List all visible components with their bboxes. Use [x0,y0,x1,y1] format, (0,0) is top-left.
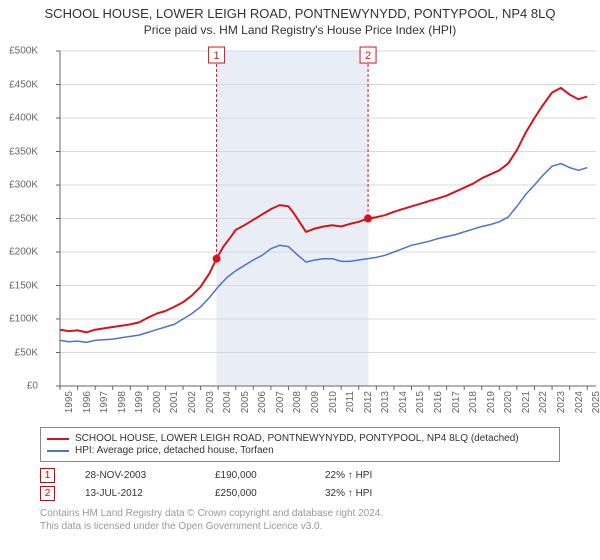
x-axis-label: 2003 [205,391,216,413]
y-axis-label: £250K [9,213,38,224]
x-axis-label: 2016 [433,391,444,413]
transaction-delta: 22% ↑ HPI [325,470,425,481]
x-axis-label: 2010 [328,391,339,413]
legend-swatch [47,438,69,440]
transaction-marker: 1 [40,468,55,483]
transaction-price: £190,000 [215,470,295,481]
y-axis-label: £0 [27,381,38,392]
transaction-date: 13-JUL-2012 [85,488,185,499]
transaction-row: 2 13-JUL-2012 £250,000 32% ↑ HPI [40,486,560,501]
x-axis-label: 2008 [292,391,303,413]
y-axis-label: £500K [9,46,38,57]
x-axis-label: 2021 [521,391,532,413]
x-axis-label: 1998 [117,391,128,413]
x-axis-label: 2024 [574,391,585,413]
x-axis-label: 2019 [486,391,497,413]
license-line: This data is licensed under the Open Gov… [40,520,560,533]
transaction-date: 28-NOV-2003 [85,470,185,481]
y-axis-label: £50K [15,347,38,358]
legend-label: HPI: Average price, detached house, Torf… [75,445,274,456]
x-axis-label: 1995 [64,391,75,413]
chart-title: SCHOOL HOUSE, LOWER LEIGH ROAD, PONTNEWY… [0,0,600,21]
x-axis-label: 2022 [538,391,549,413]
x-axis-label: 2006 [257,391,268,413]
x-axis-label: 2013 [380,391,391,413]
y-axis-label: £400K [9,113,38,124]
x-axis-label: 2001 [169,391,180,413]
y-axis-label: £450K [9,79,38,90]
x-axis-label: 2005 [240,391,251,413]
x-axis-label: 2007 [275,391,286,413]
x-axis-label: 2020 [503,391,514,413]
transaction-marker: 2 [40,486,55,501]
x-axis-label: 2017 [451,391,462,413]
y-axis-label: £300K [9,180,38,191]
x-axis-label: 2023 [556,391,567,413]
transaction-delta: 32% ↑ HPI [325,488,425,499]
x-axis-label: 1996 [82,391,93,413]
chart-plot-area: 1 2 £0 £50K £100K £150K £200K £250K £300K £350K £… [0,41,600,421]
y-axis-label: £150K [9,280,38,291]
chart-subtitle: Price paid vs. HM Land Registry's House … [0,21,600,41]
license-text: Contains HM Land Registry data © Crown c… [40,507,560,533]
transactions-table: 1 28-NOV-2003 £190,000 22% ↑ HPI 2 13-JUL-201… [40,468,560,501]
x-axis-label: 2018 [468,391,479,413]
chart-container: SCHOOL HOUSE, LOWER LEIGH ROAD, PONTNEWY… [0,0,600,560]
svg-text:2: 2 [365,50,371,62]
y-axis-label: £100K [9,314,38,325]
x-axis-label: 2000 [152,391,163,413]
legend: SCHOOL HOUSE, LOWER LEIGH ROAD, PONTNEWY… [40,427,560,462]
x-axis-label: 2009 [310,391,321,413]
y-axis-label: £200K [9,247,38,258]
x-axis-label: 2012 [363,391,374,413]
transaction-row: 1 28-NOV-2003 £190,000 22% ↑ HPI [40,468,560,483]
x-axis-label: 1999 [134,391,145,413]
legend-item: SCHOOL HOUSE, LOWER LEIGH ROAD, PONTNEWY… [47,433,553,444]
x-axis-label: 2015 [415,391,426,413]
y-axis-label: £350K [9,146,38,157]
x-axis-label: 1997 [99,391,110,413]
legend-swatch [47,450,69,452]
transaction-price: £250,000 [215,488,295,499]
legend-label: SCHOOL HOUSE, LOWER LEIGH ROAD, PONTNEWY… [75,433,519,444]
x-axis-label: 2011 [345,391,356,413]
x-axis-label: 2002 [187,391,198,413]
svg-text:1: 1 [214,50,220,62]
license-line: Contains HM Land Registry data © Crown c… [40,507,560,520]
legend-item: HPI: Average price, detached house, Torf… [47,445,553,456]
x-axis-label: 2025 [591,391,600,413]
x-axis-label: 2014 [398,391,409,413]
x-axis-label: 2004 [222,391,233,413]
